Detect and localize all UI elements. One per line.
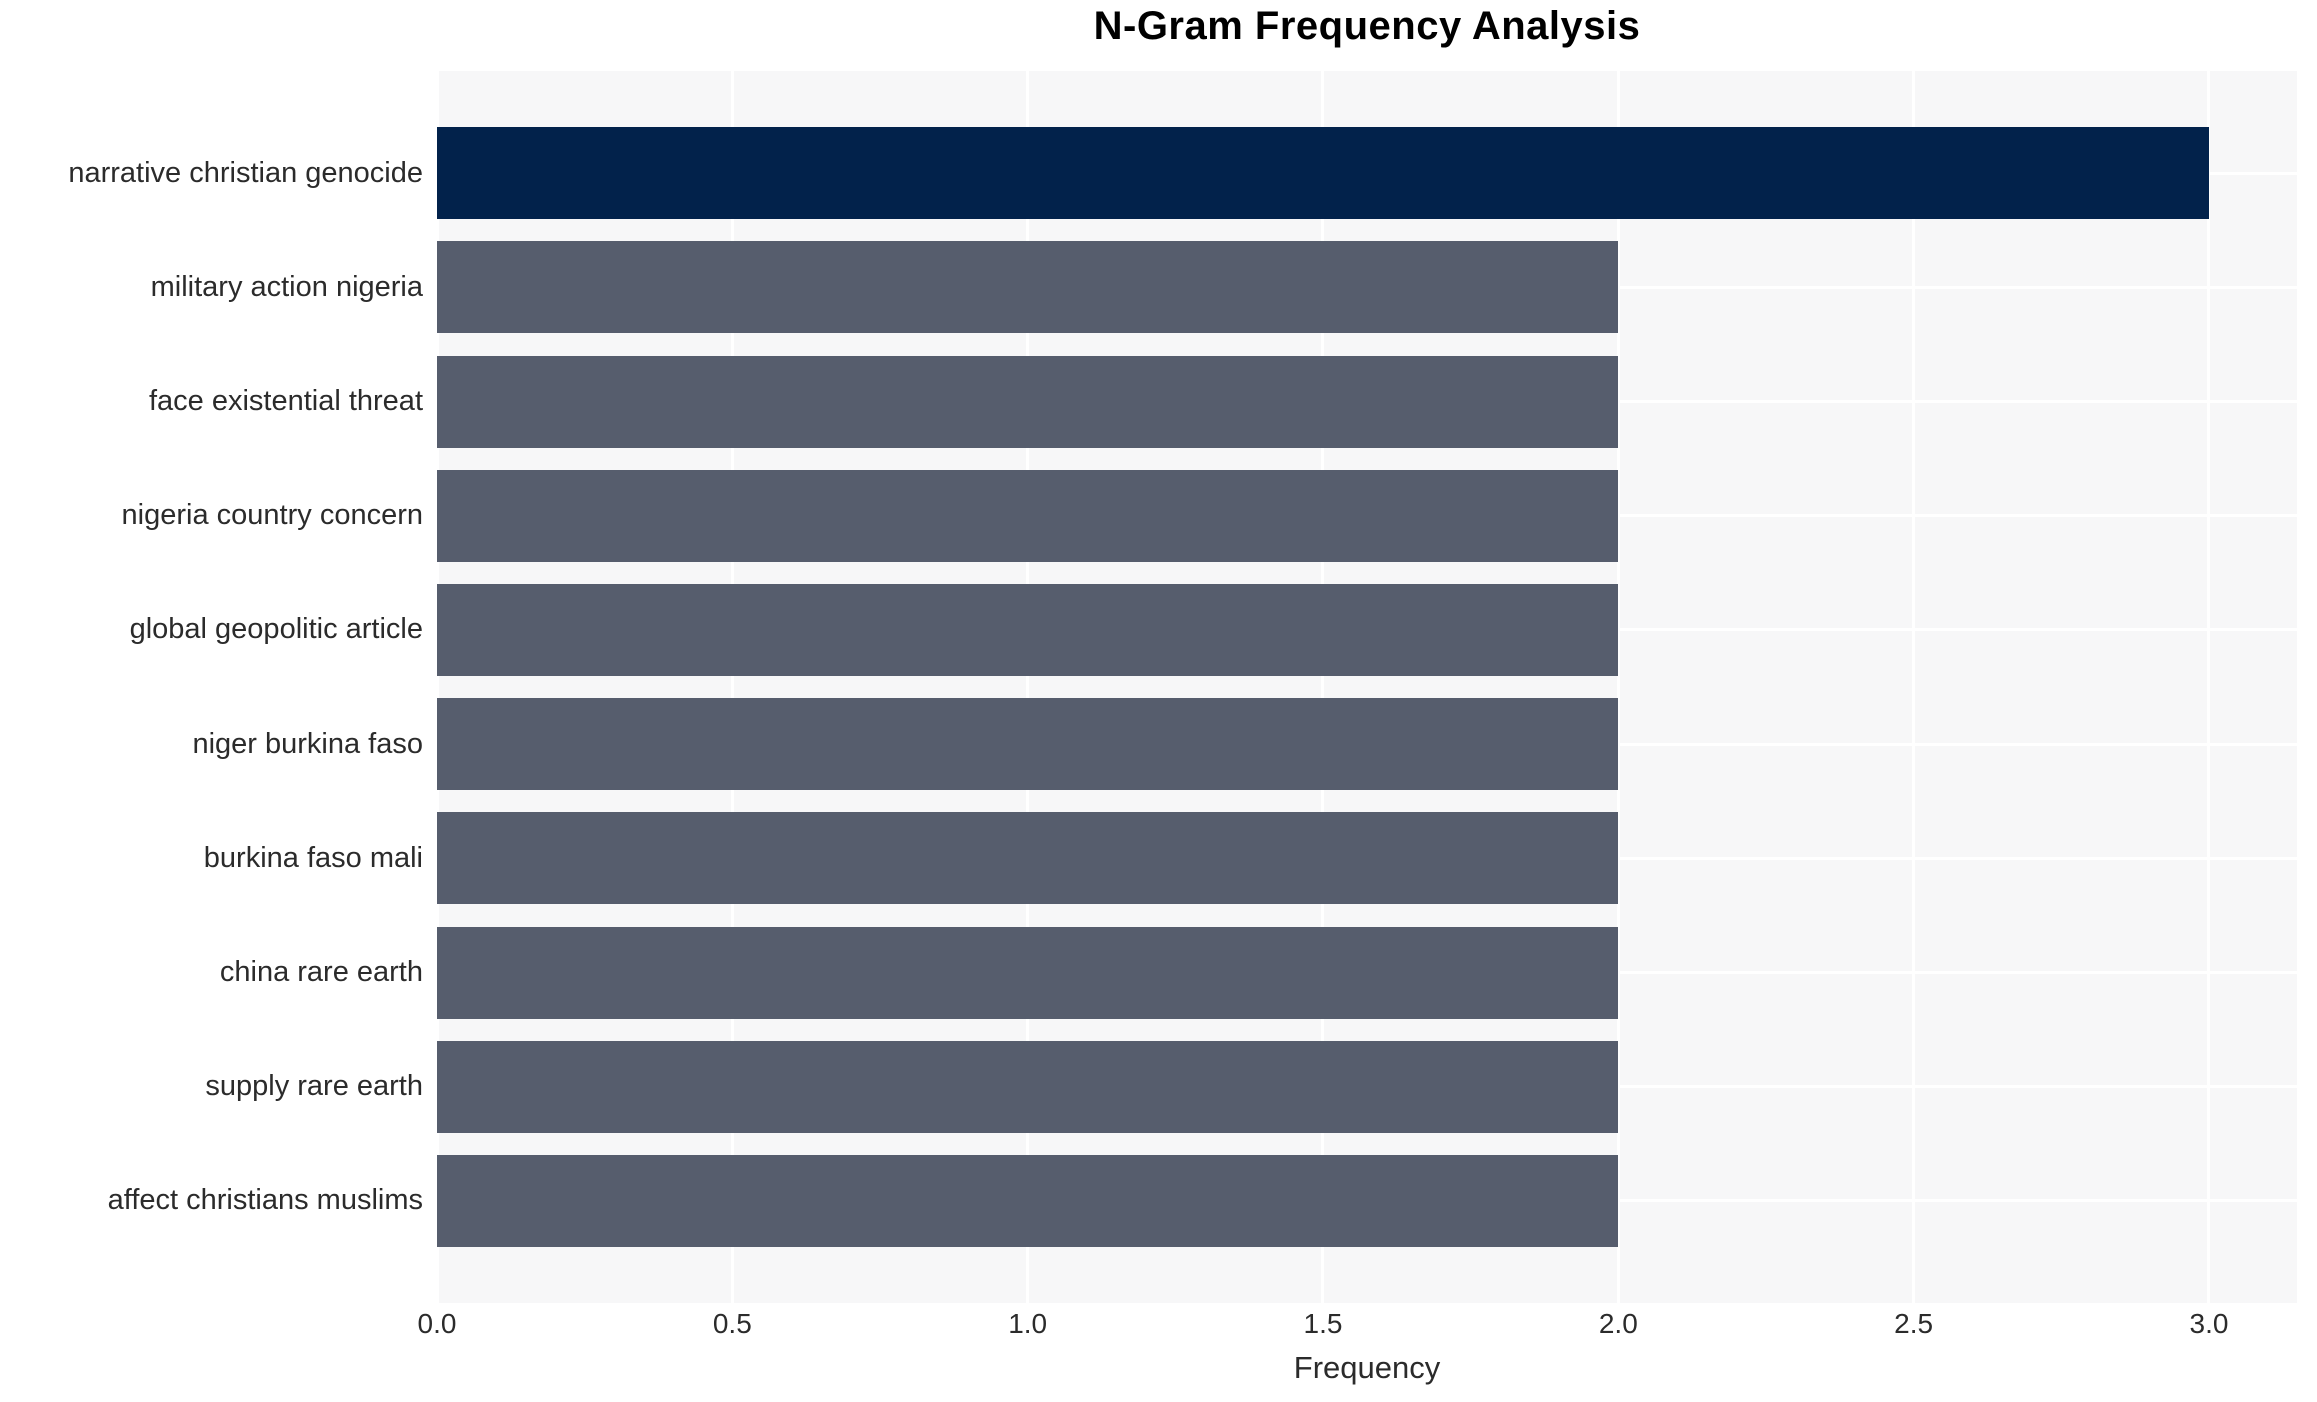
vertical-gridline [1321, 71, 1325, 1303]
category-axis-labels: narrative christian genocide military act… [0, 116, 429, 1258]
bar [437, 241, 1619, 334]
x-tick-label: 3.0 [2189, 1308, 2229, 1339]
category-label: china rare earth [219, 956, 423, 989]
x-tick-label: 1.5 [1303, 1308, 1343, 1339]
bar-row [437, 915, 2297, 1029]
category-label: nigeria country concern [121, 499, 423, 532]
vertical-gridline [730, 71, 734, 1303]
category-label: military action nigeria [150, 270, 423, 303]
bar-row [437, 459, 2297, 573]
category-label: niger burkina faso [192, 727, 423, 760]
x-tick-label: 2.5 [1894, 1308, 1934, 1339]
category-label: supply rare earth [205, 1070, 423, 1103]
x-tick-label: 2.0 [1598, 1308, 1638, 1339]
vertical-gridline [435, 71, 439, 1303]
bar [437, 127, 2209, 220]
vertical-gridline [2207, 71, 2211, 1303]
bar-row [437, 801, 2297, 915]
vertical-gridline [1026, 71, 1030, 1303]
vertical-gridline [1912, 71, 1916, 1303]
x-axis-label: Frequency [1293, 1350, 1441, 1385]
bar-row [437, 1144, 2297, 1258]
bar-row [437, 1030, 2297, 1144]
bar [437, 583, 1619, 676]
x-axis-tick-labels: 0.0 0.5 1.0 1.5 2.0 2.5 3.0 [418, 1308, 2297, 1344]
bar-row [437, 573, 2297, 687]
category-label: burkina faso mali [203, 841, 423, 874]
category-label: affect christians muslims [107, 1184, 423, 1217]
bar-row [437, 344, 2297, 458]
x-tick-label: 0.5 [712, 1308, 752, 1339]
x-tick-label: 1.0 [1008, 1308, 1048, 1339]
bar-row [437, 687, 2297, 801]
bar-row [437, 116, 2297, 230]
chart-title: N-Gram Frequency Analysis [1093, 4, 1641, 48]
bar [437, 698, 1619, 791]
bar [437, 469, 1619, 562]
bar [437, 1040, 1619, 1133]
category-label: face existential threat [148, 385, 423, 417]
bar [437, 812, 1619, 905]
plot-area [435, 71, 2297, 1303]
x-tick-label: 0.0 [417, 1308, 457, 1339]
bar [437, 1154, 1619, 1247]
vertical-gridline [1616, 71, 1620, 1303]
category-label: narrative christian genocide [68, 156, 423, 189]
category-label: global geopolitic article [129, 613, 423, 646]
bar-rows [437, 116, 2297, 1258]
bar [437, 926, 1619, 1019]
bar [437, 355, 1619, 448]
bar-row [437, 230, 2297, 344]
